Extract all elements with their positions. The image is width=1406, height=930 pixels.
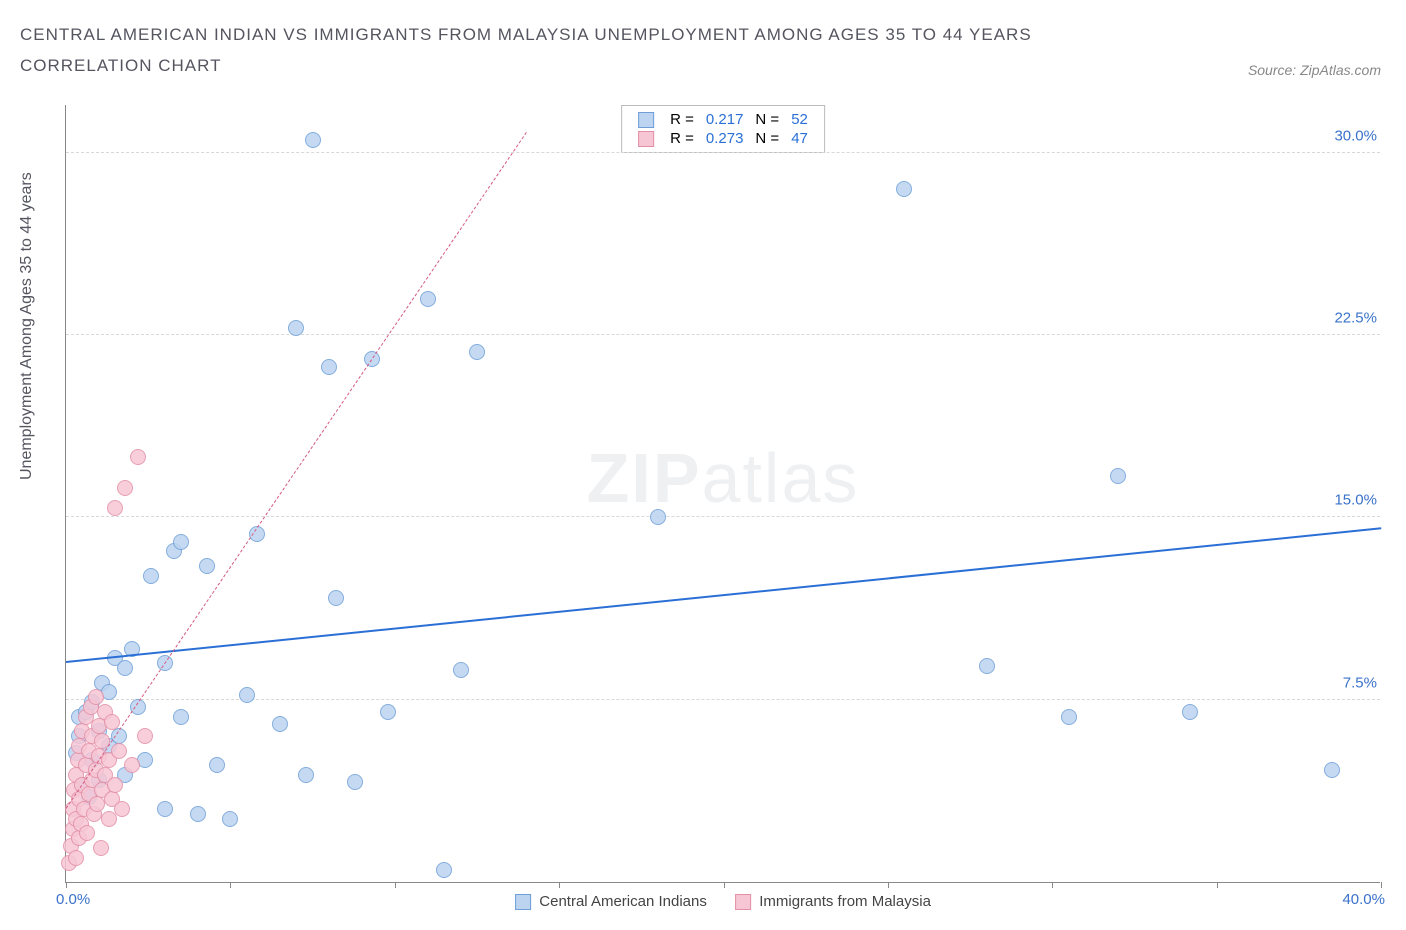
- data-point: [896, 181, 912, 197]
- data-point: [137, 728, 153, 744]
- stats-r-value: 0.217: [700, 110, 750, 129]
- gridline: [66, 334, 1380, 335]
- swatch-icon: [735, 894, 751, 910]
- data-point: [347, 774, 363, 790]
- x-axis-tick: [1217, 882, 1218, 888]
- data-point: [239, 687, 255, 703]
- x-axis-max-label: 40.0%: [1342, 891, 1385, 908]
- x-axis-tick: [395, 882, 396, 888]
- data-point: [190, 806, 206, 822]
- stats-r-label: R =: [664, 129, 700, 148]
- data-point: [124, 757, 140, 773]
- chart-title: CENTRAL AMERICAN INDIAN VS IMMIGRANTS FR…: [20, 20, 1120, 81]
- y-axis-tick-label: 30.0%: [1334, 127, 1385, 144]
- data-point: [79, 825, 95, 841]
- stats-n-label: N =: [749, 129, 785, 148]
- stats-r-value: 0.273: [700, 129, 750, 148]
- data-point: [88, 689, 104, 705]
- data-point: [298, 767, 314, 783]
- gridline: [66, 152, 1380, 153]
- y-axis-tick-label: 7.5%: [1343, 674, 1385, 691]
- y-axis-tick-label: 15.0%: [1334, 492, 1385, 509]
- data-point: [380, 704, 396, 720]
- data-point: [272, 716, 288, 732]
- watermark-bold: ZIP: [587, 439, 702, 517]
- data-point: [1182, 704, 1198, 720]
- watermark: ZIPatlas: [587, 438, 860, 518]
- data-point: [107, 777, 123, 793]
- x-axis-tick: [888, 882, 889, 888]
- stats-r-label: R =: [664, 110, 700, 129]
- x-axis-tick: [559, 882, 560, 888]
- stats-row: R = 0.273 N = 47: [632, 129, 814, 148]
- x-axis-tick: [724, 882, 725, 888]
- data-point: [305, 132, 321, 148]
- data-point: [173, 709, 189, 725]
- x-axis-tick: [1052, 882, 1053, 888]
- swatch-icon: [515, 894, 531, 910]
- data-point: [209, 757, 225, 773]
- legend-label: Immigrants from Malaysia: [759, 893, 931, 910]
- y-axis-label: Unemployment Among Ages 35 to 44 years: [18, 172, 36, 480]
- data-point: [222, 811, 238, 827]
- stats-n-label: N =: [749, 110, 785, 129]
- data-point: [650, 509, 666, 525]
- x-axis-tick: [230, 882, 231, 888]
- stats-n-value: 52: [785, 110, 814, 129]
- trend-line: [66, 527, 1381, 663]
- data-point: [469, 344, 485, 360]
- x-axis-tick: [66, 882, 67, 888]
- data-point: [436, 862, 452, 878]
- data-point: [1061, 709, 1077, 725]
- data-point: [328, 590, 344, 606]
- data-point: [143, 568, 159, 584]
- scatter-chart: ZIPatlas R = 0.217 N = 52 R = 0.273 N = …: [65, 105, 1380, 883]
- data-point: [157, 801, 173, 817]
- swatch-icon: [638, 112, 654, 128]
- data-point: [89, 796, 105, 812]
- data-point: [199, 558, 215, 574]
- data-point: [420, 291, 436, 307]
- x-axis-tick: [1381, 882, 1382, 888]
- stats-box: R = 0.217 N = 52 R = 0.273 N = 47: [621, 105, 825, 153]
- legend-label: Central American Indians: [539, 893, 707, 910]
- data-point: [288, 320, 304, 336]
- watermark-light: atlas: [702, 439, 860, 517]
- x-axis-min-label: 0.0%: [56, 891, 90, 908]
- data-point: [111, 743, 127, 759]
- data-point: [1324, 762, 1340, 778]
- stats-n-value: 47: [785, 129, 814, 148]
- data-point: [453, 662, 469, 678]
- data-point: [114, 801, 130, 817]
- stats-row: R = 0.217 N = 52: [632, 110, 814, 129]
- data-point: [117, 480, 133, 496]
- legend: Central American Indians Immigrants from…: [503, 893, 943, 910]
- trend-line: [66, 132, 527, 808]
- chart-source: Source: ZipAtlas.com: [1248, 62, 1381, 78]
- data-point: [979, 658, 995, 674]
- data-point: [117, 660, 133, 676]
- y-axis-tick-label: 22.5%: [1334, 309, 1385, 326]
- data-point: [130, 449, 146, 465]
- data-point: [107, 500, 123, 516]
- data-point: [68, 850, 84, 866]
- data-point: [1110, 468, 1126, 484]
- data-point: [93, 840, 109, 856]
- gridline: [66, 699, 1380, 700]
- swatch-icon: [638, 131, 654, 147]
- data-point: [104, 714, 120, 730]
- data-point: [173, 534, 189, 550]
- data-point: [321, 359, 337, 375]
- legend-item: Central American Indians: [515, 893, 711, 910]
- legend-item: Immigrants from Malaysia: [735, 893, 931, 910]
